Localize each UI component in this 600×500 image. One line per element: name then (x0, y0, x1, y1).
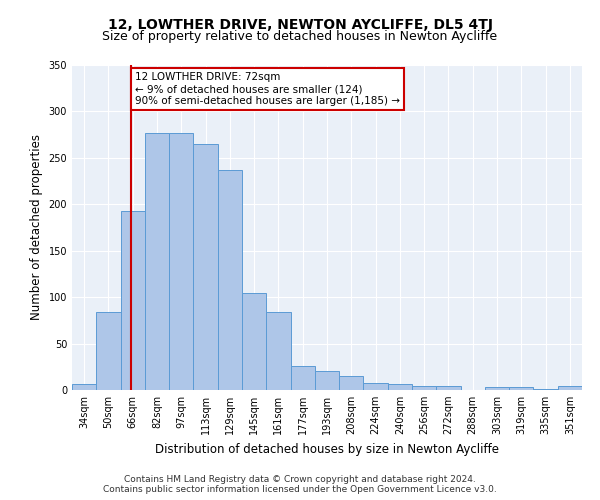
Bar (533, 389, 558, 390)
Bar (169, 133, 193, 390)
Bar (218, 170, 242, 390)
Bar (315, 372, 339, 390)
Text: Size of property relative to detached houses in Newton Aycliffe: Size of property relative to detached ho… (103, 30, 497, 43)
Bar (485, 387, 509, 390)
Bar (121, 211, 145, 390)
Text: 12 LOWTHER DRIVE: 72sqm
← 9% of detached houses are smaller (124)
90% of semi-de: 12 LOWTHER DRIVE: 72sqm ← 9% of detached… (135, 72, 400, 106)
Bar (558, 386, 582, 390)
Bar (72, 384, 96, 390)
Bar (290, 366, 315, 390)
Text: 12, LOWTHER DRIVE, NEWTON AYCLIFFE, DL5 4TJ: 12, LOWTHER DRIVE, NEWTON AYCLIFFE, DL5 … (107, 18, 493, 32)
Bar (193, 144, 218, 390)
Bar (96, 312, 121, 390)
Y-axis label: Number of detached properties: Number of detached properties (30, 134, 43, 320)
Bar (388, 384, 412, 390)
Bar (364, 382, 388, 390)
Bar (436, 386, 461, 390)
Bar (242, 292, 266, 390)
Bar (145, 133, 169, 390)
X-axis label: Distribution of detached houses by size in Newton Aycliffe: Distribution of detached houses by size … (155, 442, 499, 456)
Bar (509, 387, 533, 390)
Text: Contains HM Land Registry data © Crown copyright and database right 2024.
Contai: Contains HM Land Registry data © Crown c… (103, 474, 497, 494)
Bar (412, 386, 436, 390)
Bar (339, 376, 364, 390)
Bar (266, 312, 290, 390)
